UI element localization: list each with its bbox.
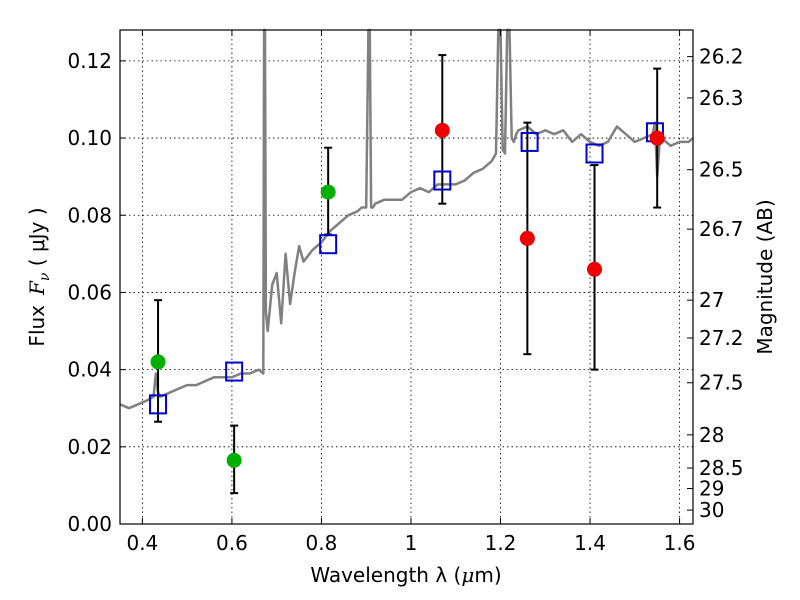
magnitude-tick-label: 28 [699,423,724,447]
model-photometry-square [433,170,452,191]
data-point [519,230,535,246]
x-tick-label: 0.8 [306,531,338,555]
model-spectrum-line [119,28,694,410]
markers-layer [149,122,665,468]
magnitude-tick-label: 27.2 [699,326,744,350]
magnitude-tick-label: 30 [699,498,724,522]
magnitude-tick-label: 27 [699,288,724,312]
x-tick-label: 1 [405,531,418,555]
x-tick-label: 0.6 [216,531,248,555]
model-photometry-square [520,131,539,152]
y-tick-label: 0.02 [67,435,112,459]
y-tick-label: 0.08 [67,203,112,227]
y-tick-label: 0.04 [67,358,112,382]
grid-lines [120,30,693,525]
magnitude-tick-label: 26.2 [699,45,744,69]
data-point [320,184,336,200]
model-photometry-square [319,234,338,255]
magnitude-axis-label: Magnitude (AB) [753,199,777,354]
y-tick-label: 0.06 [67,280,112,304]
y-tick-label: 0.12 [67,49,112,73]
y-axis-ticks: 0.00 0.02 0.04 0.06 0.08 0.10 0.12 [67,49,126,536]
x-axis-label: Wavelength λ (μm) [310,563,501,587]
model-photometry-square [225,361,244,382]
model-spectrum-layer [119,28,694,410]
data-point [150,354,166,370]
magnitude-tick-label: 29 [699,476,724,500]
x-tick-label: 1.4 [574,531,606,555]
magnitude-tick-label: 28.5 [699,456,744,480]
magnitude-tick-label: 26.3 [699,86,744,110]
x-axis-ticks: 0.4 0.6 0.8 1 1.2 1.4 1.6 [126,30,695,555]
x-tick-label: 1.6 [664,531,696,555]
x-tick-label: 0.4 [126,531,158,555]
model-photometry-square [149,394,168,415]
data-point [434,122,450,138]
y-tick-label: 0.00 [67,512,112,536]
y-tick-label: 0.10 [67,126,112,150]
magnitude-tick-label: 26.5 [699,158,744,182]
data-point [587,261,603,277]
magnitude-tick-label: 26.7 [699,217,744,241]
data-point [226,452,242,468]
data-point [649,130,665,146]
y-axis-label: FluxFν ( μJy ) [25,207,53,346]
magnitude-tick-label: 27.5 [699,371,744,395]
plot-frame [119,29,694,525]
x-tick-label: 1.2 [485,531,517,555]
model-photometry-square [585,143,604,164]
error-bars-layer [154,54,662,495]
